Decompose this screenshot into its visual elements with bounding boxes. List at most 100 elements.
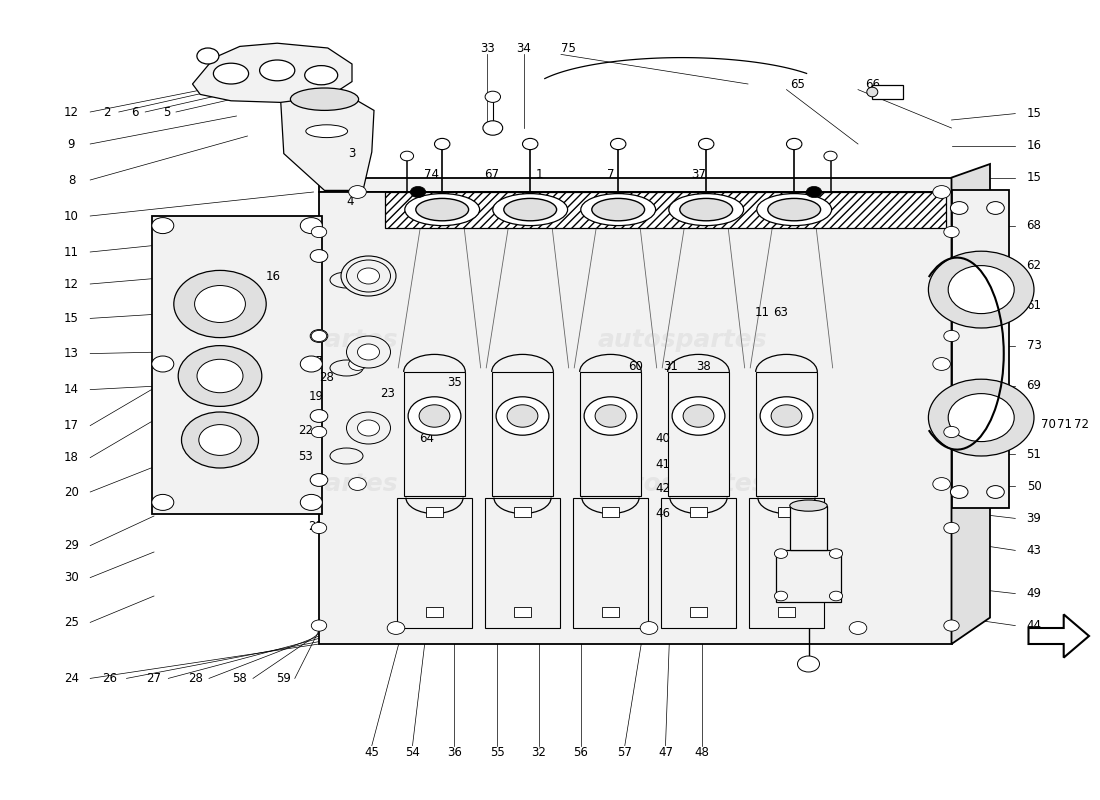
- Text: 9: 9: [68, 138, 75, 150]
- Text: 75: 75: [561, 42, 576, 54]
- Text: 15: 15: [1026, 107, 1042, 120]
- Text: 50: 50: [1026, 480, 1042, 493]
- Circle shape: [311, 426, 327, 438]
- Circle shape: [387, 622, 405, 634]
- Circle shape: [353, 265, 384, 287]
- Circle shape: [300, 218, 322, 234]
- Polygon shape: [580, 372, 641, 496]
- Text: 29: 29: [64, 539, 79, 552]
- FancyBboxPatch shape: [690, 607, 707, 617]
- Ellipse shape: [672, 397, 725, 435]
- Circle shape: [349, 478, 366, 490]
- Polygon shape: [485, 498, 560, 628]
- Text: 27: 27: [146, 672, 162, 685]
- FancyBboxPatch shape: [319, 192, 952, 644]
- FancyBboxPatch shape: [776, 550, 842, 602]
- Text: 62: 62: [1026, 259, 1042, 272]
- Text: 44: 44: [1026, 619, 1042, 632]
- Circle shape: [300, 356, 322, 372]
- Circle shape: [197, 359, 243, 393]
- Circle shape: [786, 138, 802, 150]
- Circle shape: [806, 186, 822, 198]
- Circle shape: [944, 330, 959, 342]
- Circle shape: [178, 346, 262, 406]
- Polygon shape: [280, 94, 374, 190]
- Circle shape: [174, 270, 266, 338]
- Circle shape: [950, 202, 968, 214]
- Circle shape: [310, 474, 328, 486]
- Circle shape: [152, 218, 174, 234]
- Text: 11: 11: [755, 306, 770, 318]
- Text: 11: 11: [64, 246, 79, 258]
- Text: 49: 49: [1026, 587, 1042, 600]
- Ellipse shape: [768, 198, 821, 221]
- Ellipse shape: [306, 125, 348, 138]
- Circle shape: [197, 48, 219, 64]
- Text: 34: 34: [516, 42, 531, 54]
- Circle shape: [152, 356, 174, 372]
- Text: 38: 38: [696, 360, 712, 373]
- FancyBboxPatch shape: [602, 507, 619, 517]
- Ellipse shape: [405, 194, 480, 226]
- Polygon shape: [661, 498, 736, 628]
- Circle shape: [346, 412, 390, 444]
- Ellipse shape: [419, 405, 450, 427]
- Text: 69: 69: [1026, 379, 1042, 392]
- Text: 33: 33: [480, 42, 495, 54]
- Text: 8: 8: [68, 174, 75, 186]
- Text: 68: 68: [1026, 219, 1042, 232]
- Text: 39: 39: [1026, 512, 1042, 525]
- Text: 54: 54: [405, 746, 420, 758]
- Ellipse shape: [330, 448, 363, 464]
- Circle shape: [987, 202, 1004, 214]
- Text: 74: 74: [424, 168, 439, 181]
- FancyBboxPatch shape: [514, 607, 531, 617]
- Text: 46: 46: [656, 507, 671, 520]
- Text: 26: 26: [102, 672, 118, 685]
- Circle shape: [798, 656, 820, 672]
- Circle shape: [987, 486, 1004, 498]
- Ellipse shape: [592, 198, 645, 221]
- Text: 35: 35: [447, 376, 462, 389]
- Polygon shape: [749, 498, 824, 628]
- Text: 60: 60: [628, 360, 643, 373]
- Circle shape: [933, 186, 950, 198]
- Circle shape: [774, 591, 788, 601]
- Text: 51: 51: [1026, 448, 1042, 461]
- Ellipse shape: [330, 360, 363, 376]
- Circle shape: [948, 266, 1014, 314]
- Polygon shape: [397, 498, 472, 628]
- Text: 58: 58: [232, 672, 248, 685]
- Text: 61: 61: [1026, 299, 1042, 312]
- Ellipse shape: [416, 198, 469, 221]
- Polygon shape: [756, 372, 817, 496]
- Circle shape: [829, 591, 843, 601]
- Circle shape: [358, 268, 379, 284]
- Circle shape: [944, 426, 959, 438]
- Polygon shape: [404, 372, 465, 496]
- Text: 3: 3: [349, 147, 355, 160]
- Text: 48: 48: [694, 746, 710, 758]
- Ellipse shape: [290, 88, 359, 110]
- Text: 17: 17: [64, 419, 79, 432]
- Circle shape: [485, 91, 501, 102]
- Circle shape: [933, 358, 950, 370]
- Text: 23: 23: [379, 387, 395, 400]
- Text: 6: 6: [132, 106, 139, 118]
- Circle shape: [944, 620, 959, 631]
- Ellipse shape: [683, 405, 714, 427]
- FancyBboxPatch shape: [690, 507, 707, 517]
- Circle shape: [610, 138, 626, 150]
- Text: 20: 20: [64, 486, 79, 498]
- FancyBboxPatch shape: [790, 506, 827, 550]
- Text: 10: 10: [64, 210, 79, 222]
- Circle shape: [341, 256, 396, 296]
- Ellipse shape: [771, 405, 802, 427]
- Text: 14: 14: [64, 383, 79, 396]
- FancyBboxPatch shape: [952, 190, 1009, 508]
- Text: 4: 4: [346, 195, 353, 208]
- Ellipse shape: [584, 397, 637, 435]
- Text: 71: 71: [1057, 418, 1072, 430]
- Text: 45: 45: [364, 746, 380, 758]
- Ellipse shape: [260, 60, 295, 81]
